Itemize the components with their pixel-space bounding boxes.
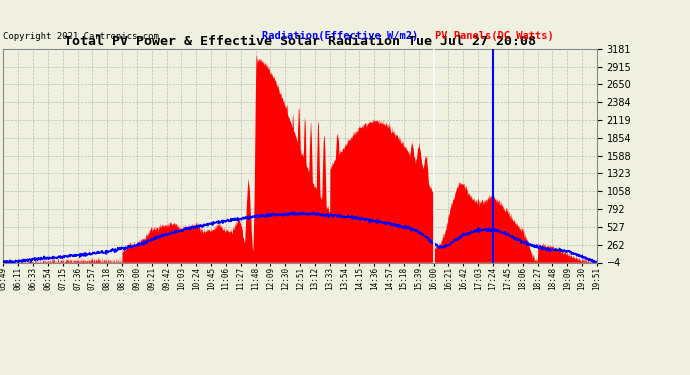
Title: Total PV Power & Effective Solar Radiation Tue Jul 27 20:08: Total PV Power & Effective Solar Radiati…	[64, 34, 536, 48]
Text: Radiation(Effective W/m2): Radiation(Effective W/m2)	[262, 32, 418, 41]
Text: Copyright 2021 Cartronics.com: Copyright 2021 Cartronics.com	[3, 32, 159, 41]
Text: PV Panels(DC Watts): PV Panels(DC Watts)	[435, 32, 553, 41]
